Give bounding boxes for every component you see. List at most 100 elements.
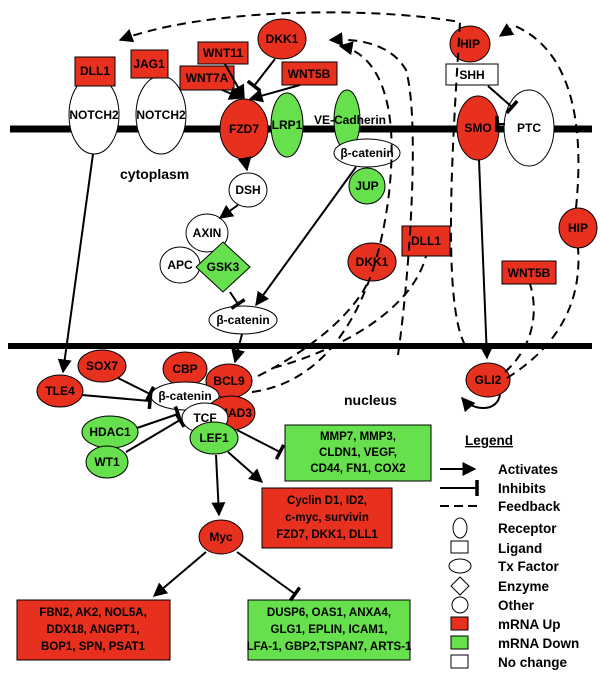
svg-text:Cyclin D1, ID2,: Cyclin D1, ID2,	[287, 495, 367, 507]
feedback-edges	[118, 11, 580, 393]
notch2-receptor-left: NOTCH2	[68, 75, 120, 155]
svg-text:c-myc, survivin: c-myc, survivin	[285, 512, 369, 524]
svg-text:β-catenin: β-catenin	[158, 389, 211, 403]
legend-title: Legend	[465, 433, 513, 448]
legend-ligand: Ligand	[498, 541, 542, 556]
myc-downregulated-targets: DUSP6, OAS1, ANXA4, GLG1, EPLIN, ICAM1, …	[247, 599, 412, 661]
hip-top: HIP	[449, 25, 491, 63]
svg-text:FZD7, DKK1, DLL1: FZD7, DKK1, DLL1	[276, 529, 378, 541]
sox7: SOX7	[77, 349, 127, 383]
hdac1: HDAC1	[81, 415, 139, 449]
svg-text:HDAC1: HDAC1	[89, 425, 131, 439]
ptc-receptor: PTC	[503, 89, 555, 167]
legend: Legend Activates Inhibits Feedback Recep…	[440, 433, 579, 670]
svg-text:DLL1: DLL1	[411, 234, 441, 248]
wt1: WT1	[85, 445, 129, 479]
notch2-receptor-right: NOTCH2	[135, 75, 187, 155]
svg-text:GLI2: GLI2	[475, 373, 502, 387]
svg-text:BCL9: BCL9	[213, 374, 245, 388]
wnt5b-ligand-top: WNT5B	[281, 61, 338, 86]
svg-text:HIP: HIP	[460, 37, 480, 51]
svg-text:CBP: CBP	[172, 362, 197, 376]
fzd7-receptor: FZD7	[219, 98, 269, 160]
svg-text:β-catenin: β-catenin	[340, 146, 393, 160]
svg-text:DSH: DSH	[235, 183, 260, 197]
gli2: GLI2	[465, 362, 511, 398]
svg-text:FZD7: FZD7	[229, 122, 259, 136]
legend-mrna-up: mRNA Up	[498, 617, 561, 632]
hip-mid: HIP	[558, 207, 598, 249]
gsk3-enzyme: GSK3	[195, 241, 251, 293]
legend-other: Other	[498, 598, 535, 613]
legend-no-change: No change	[498, 655, 568, 670]
lef1: LEF1	[189, 421, 239, 455]
legend-receptor: Receptor	[498, 521, 557, 536]
svg-text:DDX18, ANGPT1,: DDX18, ANGPT1,	[47, 624, 140, 636]
svg-text:SOX7: SOX7	[86, 359, 118, 373]
svg-text:WT1: WT1	[94, 455, 120, 469]
svg-text:AXIN: AXIN	[193, 226, 222, 240]
svg-text:WNT11: WNT11	[203, 46, 243, 60]
cbp: CBP	[162, 351, 208, 387]
legend-feedback: Feedback	[498, 499, 561, 514]
svg-text:JAG1: JAG1	[133, 57, 165, 71]
svg-text:FBN2, AK2, NOL5A,: FBN2, AK2, NOL5A,	[39, 607, 147, 619]
svg-text:GLG1, EPLIN, ICAM1,: GLG1, EPLIN, ICAM1,	[271, 624, 388, 636]
legend-mrna-down: mRNA Down	[498, 636, 579, 651]
pathway-edges	[57, 58, 519, 602]
svg-text:CLDN1, VEGF,: CLDN1, VEGF,	[319, 447, 397, 459]
svg-text:Myc: Myc	[209, 530, 233, 544]
svg-text:DKK1: DKK1	[356, 255, 389, 269]
wnt7a-ligand: WNT7A	[179, 65, 235, 91]
svg-text:TCF: TCF	[193, 411, 216, 425]
svg-text:SHH: SHH	[459, 68, 484, 82]
svg-text:CD44, FN1, COX2: CD44, FN1, COX2	[310, 463, 405, 475]
tle4: TLE4	[36, 374, 84, 408]
cytoplasm-label: cytoplasm	[120, 166, 189, 182]
axin: AXIN	[185, 213, 229, 253]
svg-text:LRP1: LRP1	[272, 118, 303, 132]
svg-text:DUSP6, OAS1, ANXA4,: DUSP6, OAS1, ANXA4,	[267, 607, 391, 619]
dsh: DSH	[228, 172, 268, 208]
myc: Myc	[198, 519, 244, 555]
svg-text:JUP: JUP	[355, 179, 378, 193]
beta-catenin-membrane: β-catenin	[333, 138, 401, 168]
svg-text:PTC: PTC	[517, 121, 541, 135]
svg-text:APC: APC	[167, 258, 193, 272]
tcf-upregulated-targets: Cyclin D1, ID2, c-myc, survivin FZD7, DK…	[261, 487, 393, 549]
legend-activates: Activates	[498, 462, 558, 477]
svg-text:DKK1: DKK1	[266, 32, 299, 46]
svg-text:NOTCH2: NOTCH2	[69, 108, 119, 122]
legend-enzyme: Enzyme	[498, 579, 550, 594]
dkk1-mid: DKK1	[347, 242, 397, 282]
jag1-ligand: JAG1	[130, 49, 169, 79]
svg-text:WNT5B: WNT5B	[508, 266, 551, 280]
svg-text:LEF1: LEF1	[199, 431, 229, 445]
beta-catenin-cytoplasm: β-catenin	[208, 305, 278, 335]
apc: APC	[159, 246, 201, 284]
lrp1-receptor: LRP1	[270, 92, 304, 158]
svg-text:TLE4: TLE4	[45, 384, 75, 398]
svg-text:HIP: HIP	[568, 221, 588, 235]
legend-tx-factor: Tx Factor	[498, 559, 560, 574]
svg-text:WNT5B: WNT5B	[288, 67, 331, 81]
svg-text:GSK3: GSK3	[207, 260, 240, 274]
svg-text:DLL1: DLL1	[80, 64, 110, 78]
tcf-downregulated-targets: MMP7, MMP3, CLDN1, VEGF, CD44, FN1, COX2	[284, 424, 432, 482]
svg-text:NOTCH2: NOTCH2	[136, 108, 186, 122]
nucleus-label: nucleus	[344, 392, 397, 408]
svg-text:β-catenin: β-catenin	[216, 313, 269, 327]
svg-text:LFA-1, GBP2,TSPAN7, ARTS-1: LFA-1, GBP2,TSPAN7, ARTS-1	[247, 641, 412, 653]
myc-upregulated-targets: FBN2, AK2, NOL5A, DDX18, ANGPT1, BOP1, S…	[16, 599, 171, 661]
svg-text:VE-Cadherin: VE-Cadherin	[314, 113, 386, 127]
jup: JUP	[348, 167, 386, 205]
svg-text:SMO: SMO	[464, 121, 491, 135]
bcl9: BCL9	[205, 363, 253, 399]
shh-ligand: SHH	[445, 63, 499, 86]
svg-text:MMP7, MMP3,: MMP7, MMP3,	[320, 431, 396, 443]
legend-inhibits: Inhibits	[498, 481, 546, 496]
wnt11-ligand: WNT11	[197, 41, 249, 65]
dkk1-top: DKK1	[257, 18, 307, 60]
wnt5b-mid: WNT5B	[501, 260, 557, 285]
